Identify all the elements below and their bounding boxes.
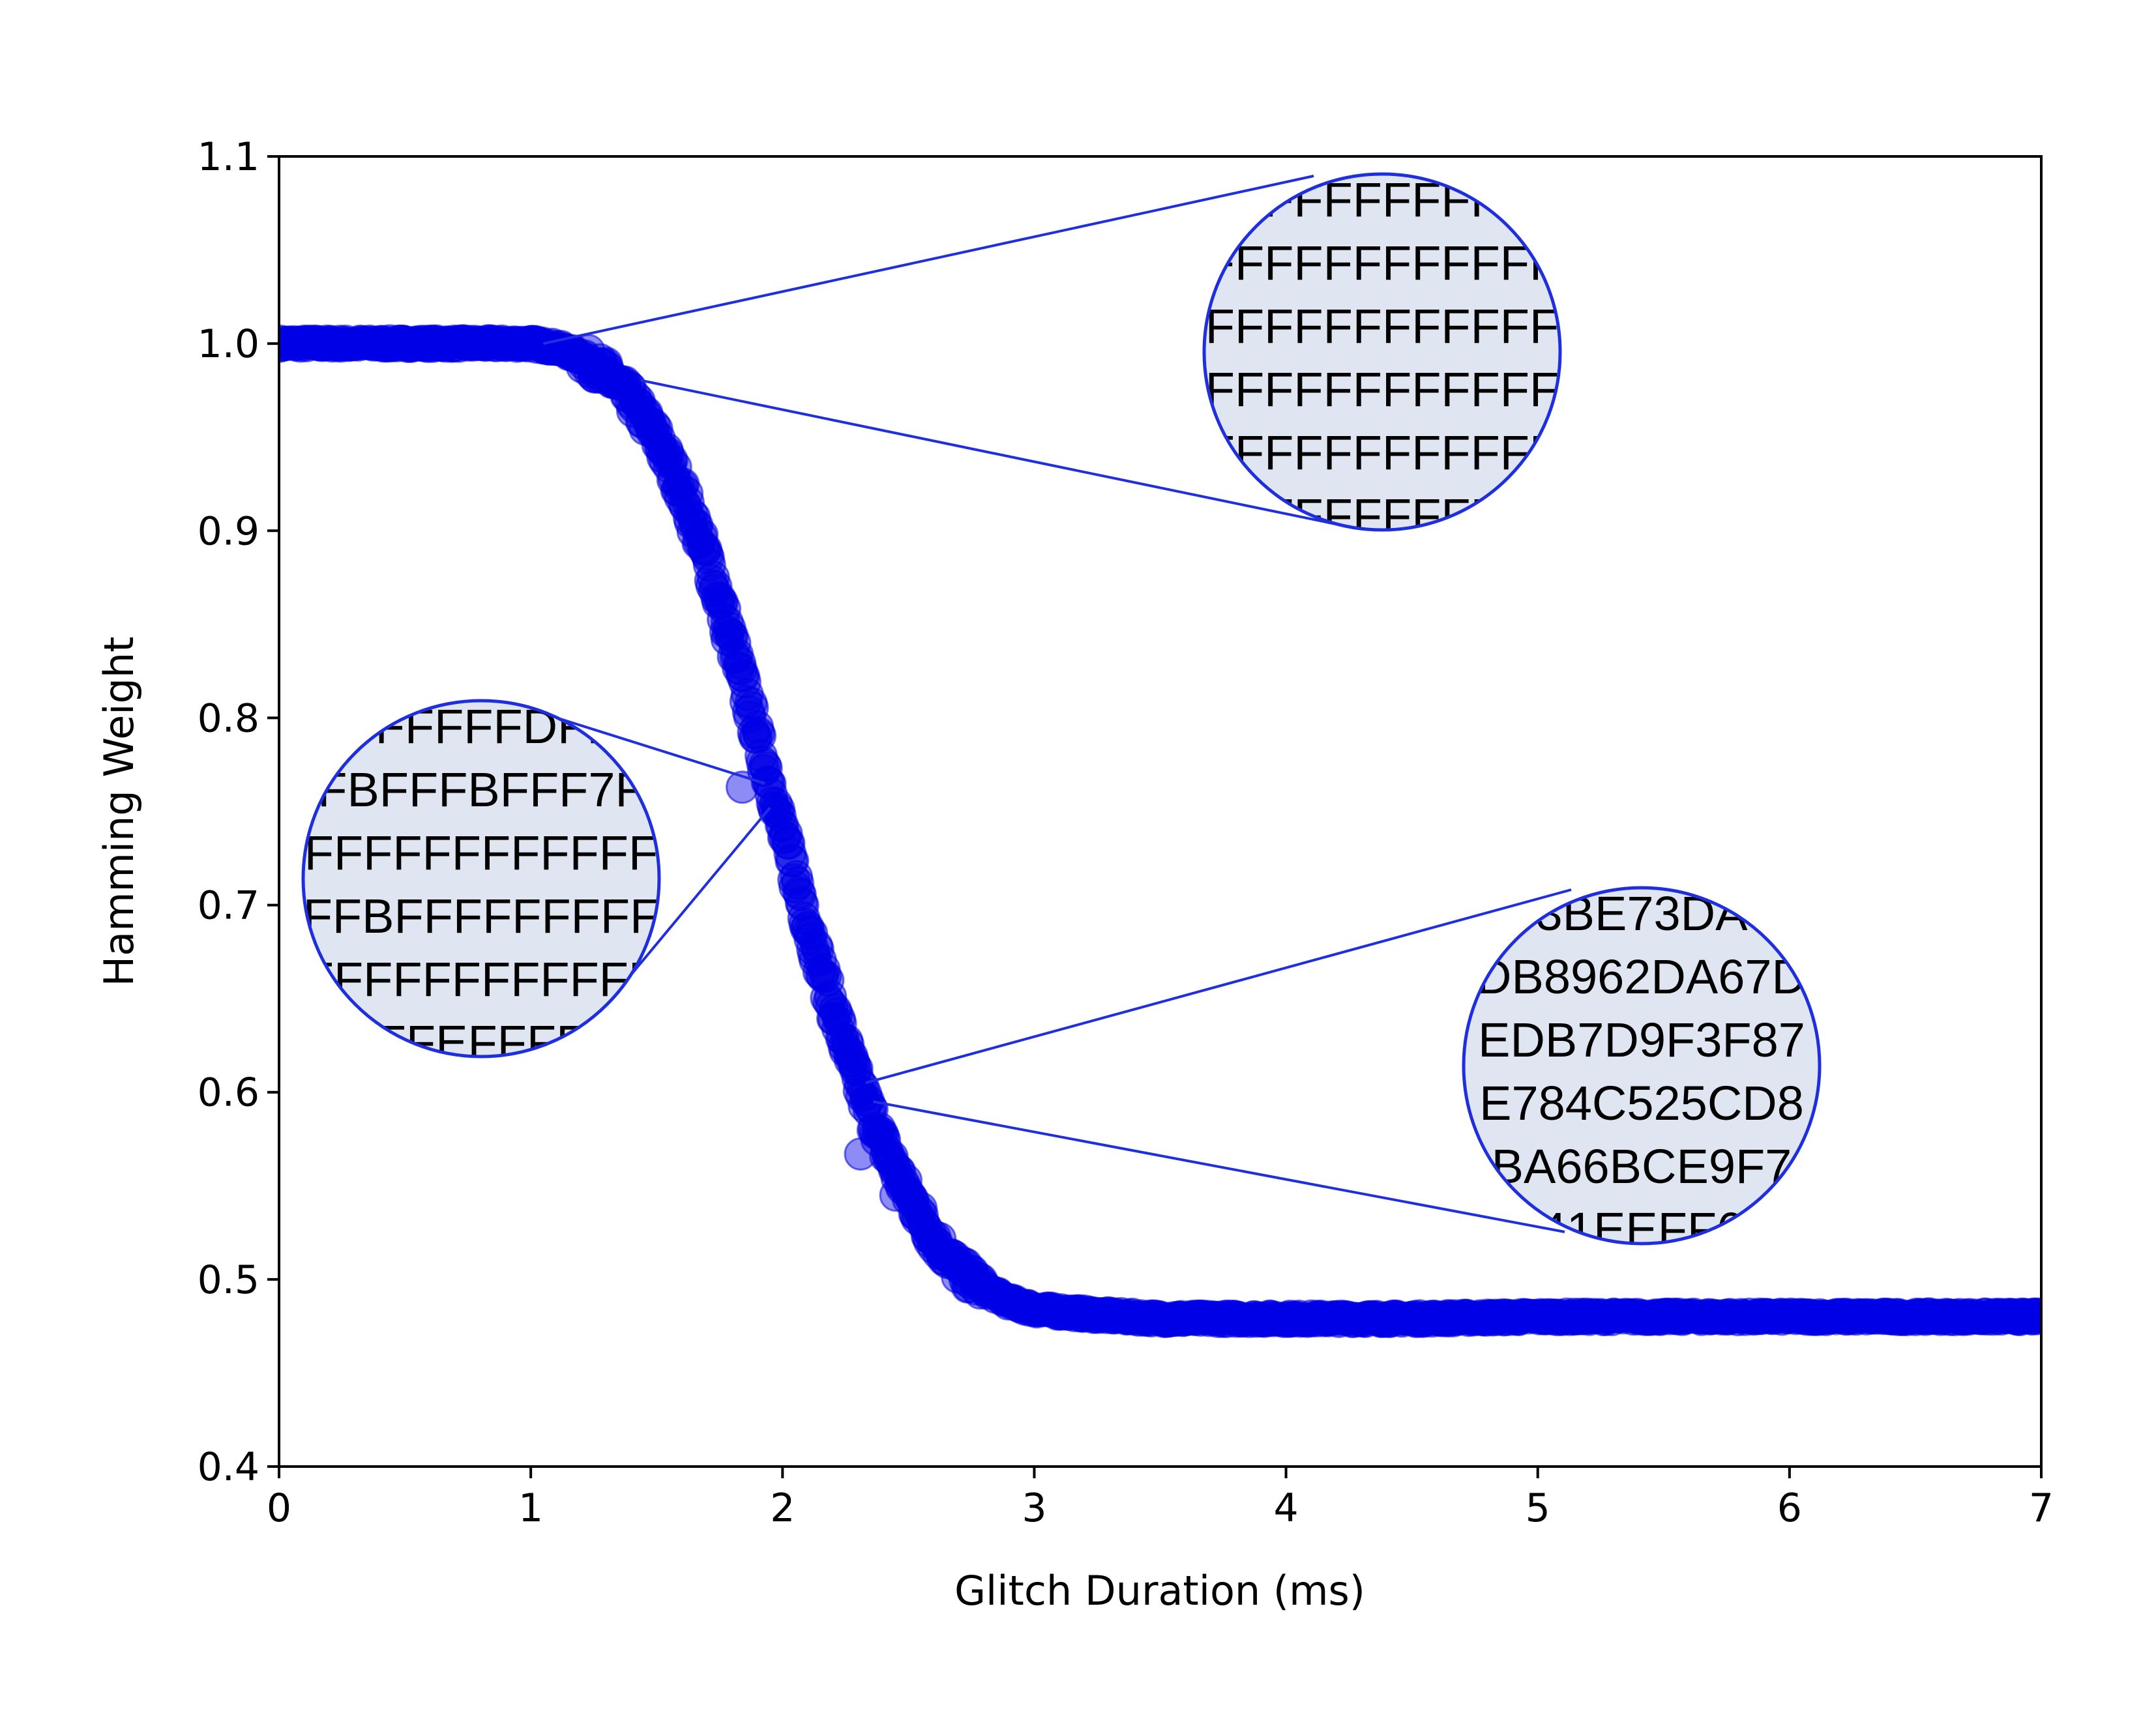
hex-dump-line: EDB7D9F3F87 [1478,1013,1805,1067]
callout-leader-line [543,175,1314,345]
hex-dump-line: FBFFFBFFF7F [317,763,645,817]
zoom-lens-fill [1464,888,1820,1244]
hex-dump-line: FFFFFFFFFFFF [1205,299,1559,353]
plot-frame [278,155,2043,1468]
data-point [2024,1300,2041,1334]
outlier-point [844,1137,878,1171]
x-tick-label: 2 [770,1485,795,1531]
hex-dump-line: 3BE73DA [1536,886,1749,941]
callout-leader-line [872,1100,1565,1233]
y-axis: 0.4 0.5 0.6 0.7 0.8 0.9 1.0 1.1 [198,134,279,1490]
hex-dump-line: FFFFFFFFFFFF [304,826,658,880]
zoom-lens-border [1202,172,1562,532]
y-tick-label: 1.1 [198,134,259,180]
zoom-lens-fill [1204,174,1560,530]
y-tick-label: 0.4 [198,1444,259,1490]
hex-dump-line: FFFFFFFFFFFF [1205,362,1559,416]
y-tick-label: 0.6 [198,1070,259,1116]
hex-dump-line: FFBFFFFFFFFF [303,889,660,943]
x-axis: 0 1 2 3 4 5 6 7 [267,1467,2054,1531]
x-tick-label: 3 [1022,1485,1046,1531]
outlier-point [879,1178,913,1212]
x-tick-label: 0 [267,1485,291,1531]
zoom-lens-text: 3BE73DA DB8962DA67D EDB7D9F3F87 E784C525CD8… [1477,886,1807,1244]
hex-dump-line: DB8962DA67D [1477,950,1807,1004]
x-tick-label: 1 [518,1485,543,1531]
zoom-lens-border [301,699,661,1059]
hex-dump-line: FFFFFFFFFFFF [304,952,658,1006]
y-tick-label: 0.7 [198,883,259,929]
hex-dump-line: FFFFFFFFFF [1235,173,1529,227]
y-axis-title: Hamming Weight [95,637,143,987]
hex-dump-line: BA66BCE9F7 [1492,1139,1792,1193]
zoom-middle-callout: FFFFFFDFFFBFFFBFFF7FFFFFFFFFFFFFFFBFFFFF… [301,699,771,1070]
hex-dump-line: FFFFFFFFFFFF [1205,426,1559,480]
x-axis-title: Glitch Duration (ms) [954,1567,1365,1614]
scatter-points [279,324,2041,1338]
x-tick-label: 6 [1777,1485,1802,1531]
hex-dump-line: E784C525CD8 [1479,1076,1804,1130]
data-point [735,691,769,725]
zoom-bottom-callout: 3BE73DA DB8962DA67D EDB7D9F3F87 E784C525CD8… [865,886,1822,1246]
callout-leader-line [643,379,1349,528]
zoom-callouts: FFFFFFFFFFFFFFFFFFFFFFFFFFFFFFFFFFFFFFFF… [301,172,1822,1246]
data-point [781,866,814,900]
x-tick-label: 5 [1526,1485,1550,1531]
outlier-point [710,622,744,656]
y-tick-label: 0.8 [198,695,259,741]
x-tick-label: 4 [1273,1485,1298,1531]
y-tick-label: 0.9 [198,508,259,554]
hex-dump-line: FFFEFFFFF [347,1015,615,1070]
data-point [782,875,816,909]
zoom-lens-border [1462,886,1822,1246]
y-tick-label: 1.0 [198,321,259,367]
hex-dump-line: FFFFFFFFFFFF [1205,236,1559,290]
callout-leader-line [865,888,1572,1085]
callout-leader-line [625,806,771,982]
y-tick-label: 0.5 [198,1257,259,1303]
x-tick-label: 7 [2029,1485,2054,1531]
zoom-lens-fill [303,701,659,1057]
outlier-point [584,360,618,394]
